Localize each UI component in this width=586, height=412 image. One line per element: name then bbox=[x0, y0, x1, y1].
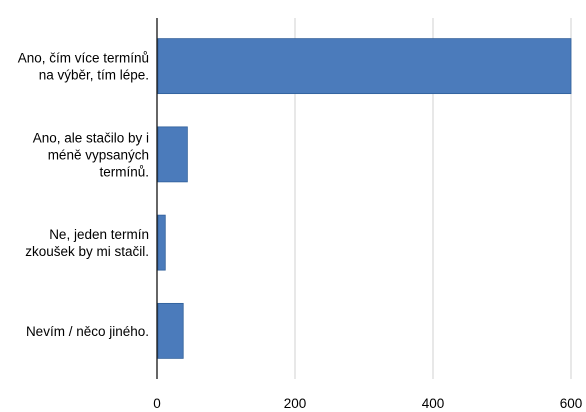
x-tick-label: 400 bbox=[422, 396, 445, 411]
category-labels: Ano, čím více termínů na výběr, tím lépe.… bbox=[18, 51, 149, 339]
bar bbox=[157, 38, 572, 95]
category-label: Ano, ale stačilo by i méně vypsaných termí… bbox=[33, 130, 149, 179]
bar bbox=[157, 214, 166, 271]
category-label-line: Ano, čím více termínů bbox=[18, 51, 149, 66]
category-label: Ne, jeden termín zkoušek by mi stačil. bbox=[25, 227, 149, 259]
category-label: Ano, čím více termínů na výběr, tím lépe. bbox=[18, 51, 149, 83]
bars bbox=[157, 38, 572, 359]
category-label: Nevím / něco jiného. bbox=[26, 324, 149, 339]
bar bbox=[157, 126, 188, 183]
category-label-line: termínů. bbox=[99, 164, 149, 179]
category-label-line: na výběr, tím lépe. bbox=[39, 68, 149, 83]
category-label-line: zkoušek by mi stačil. bbox=[25, 244, 149, 259]
x-tick-label: 600 bbox=[560, 396, 583, 411]
category-label-line: Nevím / něco jiného. bbox=[26, 324, 149, 339]
category-label-line: Ne, jeden termín bbox=[49, 227, 149, 242]
category-label-line: méně vypsaných bbox=[48, 147, 149, 162]
bar bbox=[157, 302, 184, 359]
x-tick-label: 0 bbox=[153, 396, 161, 411]
x-tick-labels: 0 200 400 600 bbox=[153, 396, 582, 411]
category-label-line: Ano, ale stačilo by i bbox=[33, 130, 149, 145]
x-tick-label: 200 bbox=[284, 396, 307, 411]
